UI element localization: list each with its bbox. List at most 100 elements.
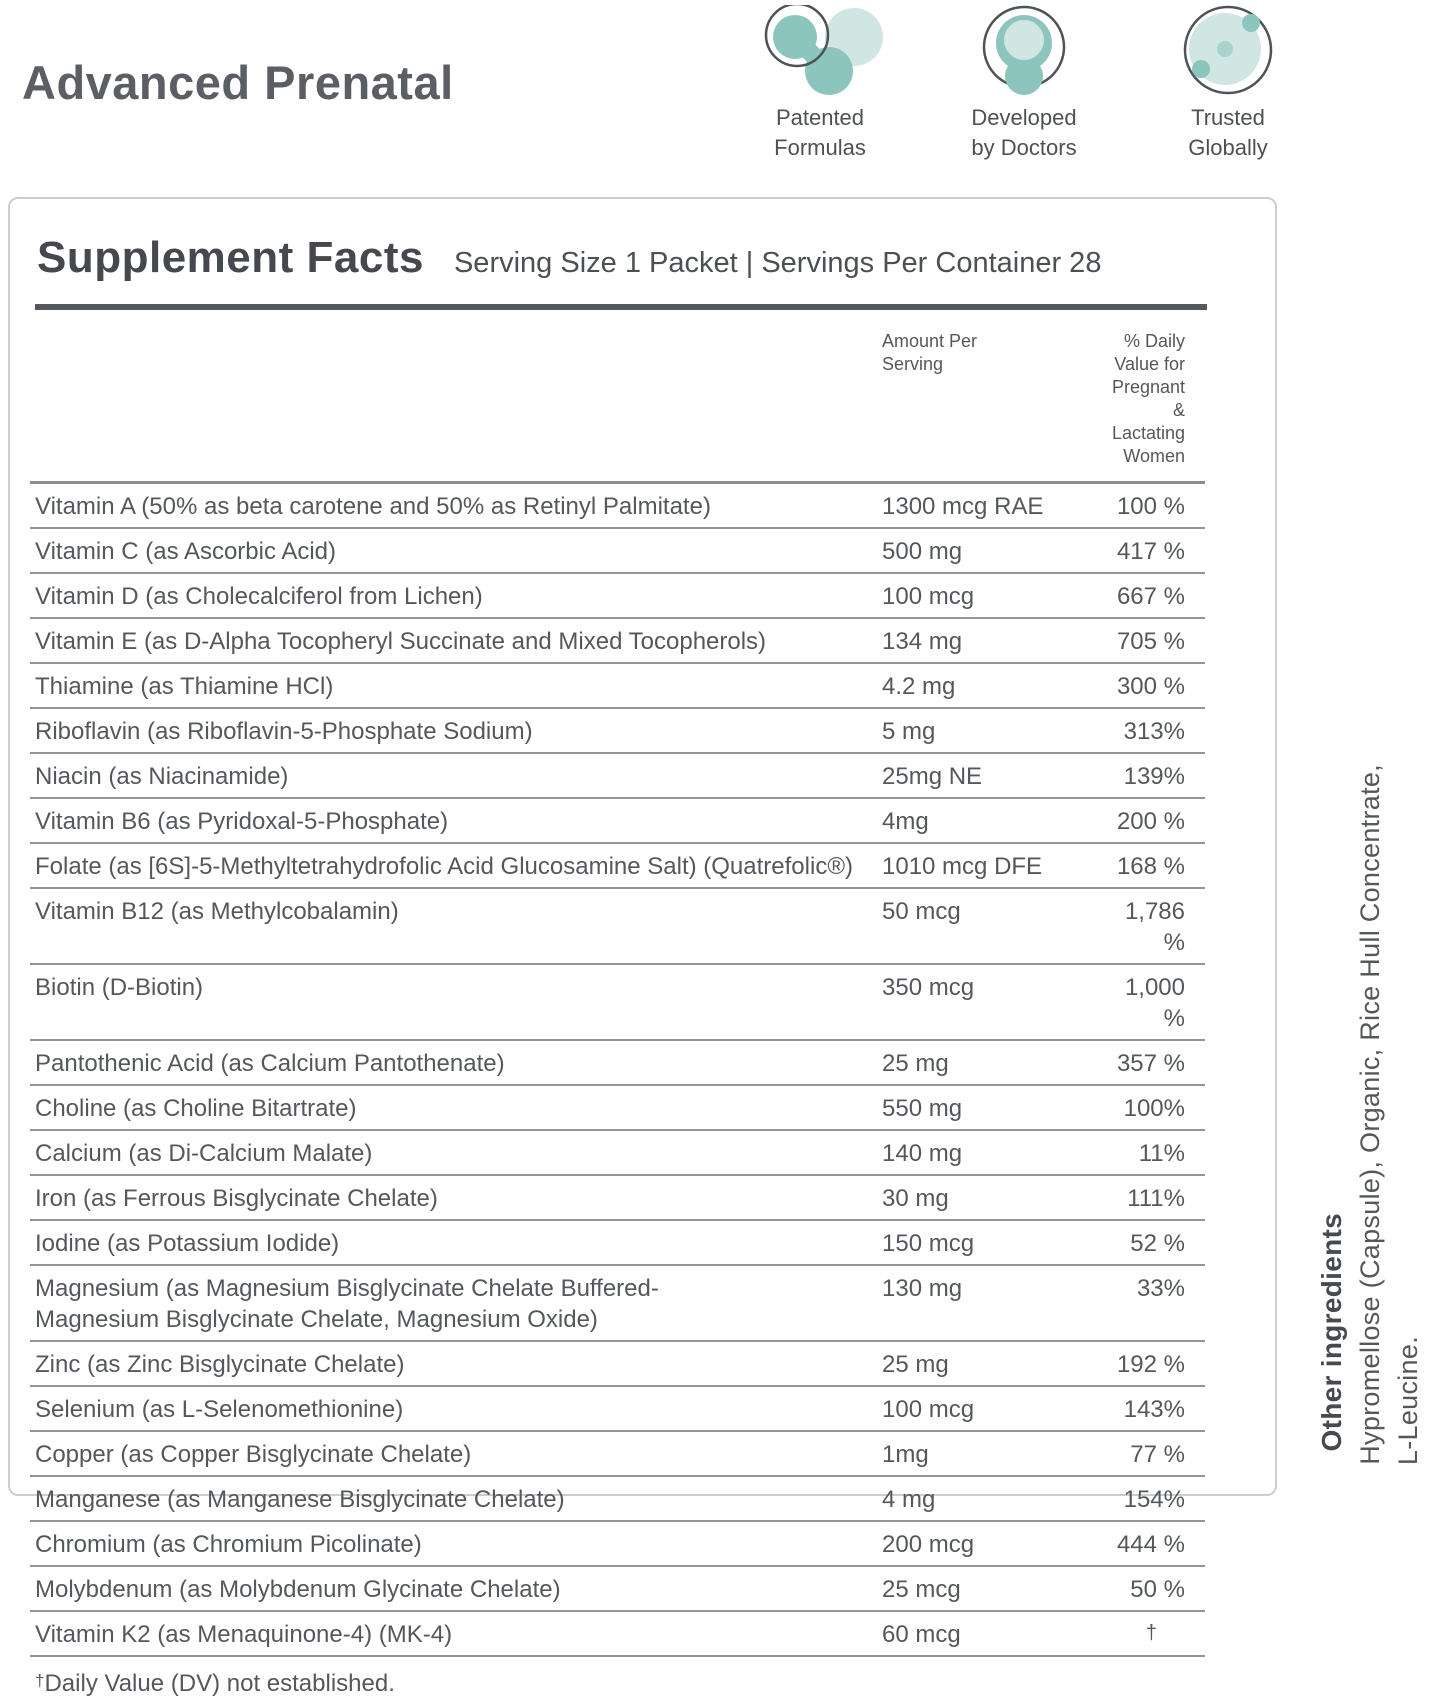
ingredient-name: Vitamin A (50% as beta carotene and 50% … (35, 493, 711, 521)
amount-value: 130 mg (882, 1275, 963, 1303)
table-row: Iodine (as Potassium Iodide) 150 mcg 52 … (30, 1221, 1205, 1267)
table-row: Pantothenic Acid (as Calcium Pantothenat… (30, 1041, 1205, 1087)
amount-value: 1mg (882, 1441, 929, 1469)
daily-value: 192 % (1116, 1351, 1185, 1379)
table-row: Vitamin B12 (as Methylcobalamin) 50 mcg … (30, 889, 1205, 966)
daily-value: 52 % (1130, 1230, 1185, 1258)
table-row: Niacin (as Niacinamide) 25mg NE 139% (30, 754, 1205, 800)
page-title: Advanced Prenatal (22, 56, 454, 109)
panel-title-row: Supplement Facts Serving Size 1 Packet |… (37, 233, 1275, 283)
ingredient-name: Copper (as Copper Bisglycinate Chelate) (35, 1441, 472, 1469)
ingredient-name: Iron (as Ferrous Bisglycinate Chelate) (35, 1185, 438, 1213)
footnote-text: Daily Value (DV) not established. (44, 1670, 395, 1698)
daily-value: 1,786 % (1124, 898, 1185, 957)
daily-value: 357 % (1116, 1050, 1185, 1078)
ingredient-name: Niacin (as Niacinamide) (35, 763, 289, 791)
amount-value: 350 mcg (882, 974, 975, 1002)
daily-value: 200 % (1116, 808, 1185, 836)
amount-value: 50 mcg (882, 898, 961, 926)
ingredient-name: Selenium (as L-Selenomethionine) (35, 1396, 404, 1424)
ingredient-name: Vitamin C (as Ascorbic Acid) (35, 538, 336, 566)
ingredient-name: Zinc (as Zinc Bisglycinate Chelate) (35, 1351, 405, 1379)
daily-value: 168 % (1116, 853, 1185, 881)
serving-info: Serving Size 1 Packet | Servings Per Con… (453, 247, 1102, 279)
column-headers: Amount Per Serving % Daily Value for Pre… (30, 310, 1205, 485)
amount-value: 100 mcg (882, 583, 975, 611)
daily-value: 1,000 % (1124, 974, 1185, 1033)
badge-label: Patented Formulas (774, 105, 866, 160)
table-row: Choline (as Choline Bitartrate) 550 mg 1… (30, 1086, 1205, 1132)
amount-value: 60 mcg (882, 1621, 961, 1649)
facts-table: Amount Per Serving % Daily Value for Pre… (30, 310, 1205, 1658)
amount-value: 4mg (882, 808, 929, 836)
ingredient-name: Biotin (D-Biotin) (35, 974, 204, 1002)
daily-value: 100 % (1116, 493, 1185, 521)
ingredient-name: Calcium (as Di-Calcium Malate) (35, 1140, 373, 1168)
table-row: Biotin (D-Biotin) 350 mcg 1,000 % (30, 965, 1205, 1042)
table-row: Calcium (as Di-Calcium Malate) 140 mg 11… (30, 1131, 1205, 1177)
ingredient-name: Thiamine (as Thiamine HCl) (35, 673, 334, 701)
ingredient-name: Folate (as [6S]-5-Methyltetrahydrofolic … (35, 853, 853, 881)
other-ingredients-line2: L-Leucine. (1393, 1335, 1423, 1465)
table-row: Molybdenum (as Molybdenum Glycinate Chel… (30, 1567, 1205, 1613)
facts-table-body: Vitamin A (50% as beta carotene and 50% … (30, 484, 1205, 1658)
table-row: Chromium (as Chromium Picolinate) 200 mc… (30, 1522, 1205, 1568)
other-ingredients-heading: Other ingredients (1316, 1212, 1347, 1451)
amount-value: 1300 mcg RAE (882, 493, 1044, 521)
ingredient-name: Pantothenic Acid (as Calcium Pantothenat… (35, 1050, 505, 1078)
table-row: Thiamine (as Thiamine HCl) 4.2 mg 300 % (30, 664, 1205, 710)
amount-value: 150 mcg (882, 1230, 975, 1258)
globe-icon (1168, 5, 1288, 97)
daily-value: 444 % (1116, 1531, 1185, 1559)
ingredient-name: Vitamin B6 (as Pyridoxal-5-Phosphate) (35, 808, 449, 836)
ingredient-name: Choline (as Choline Bitartrate) (35, 1095, 357, 1123)
daily-value: 705 % (1116, 628, 1185, 656)
ingredient-name: Vitamin K2 (as Menaquinone-4) (MK-4) (35, 1621, 453, 1649)
daily-value: 11% (1138, 1140, 1185, 1168)
title-divider (35, 304, 1207, 310)
amount-value: 30 mg (882, 1185, 949, 1213)
amount-value: 200 mcg (882, 1531, 975, 1559)
daily-value: 417 % (1116, 538, 1185, 566)
amount-column-header: Amount Per Serving (882, 331, 978, 375)
daily-value: 111% (1127, 1185, 1185, 1213)
badge-developed-by-doctors: Developed by Doctors (939, 5, 1109, 162)
daily-value: 77 % (1130, 1441, 1185, 1469)
supplement-facts-panel: Supplement Facts Serving Size 1 Packet |… (8, 197, 1277, 1697)
dagger-symbol: † (35, 1671, 45, 1691)
table-row: Vitamin E (as D-Alpha Tocopheryl Succina… (30, 619, 1205, 665)
daily-value: 50 % (1130, 1576, 1185, 1604)
amount-value: 25 mg (882, 1351, 949, 1379)
daily-value: 313% (1123, 718, 1185, 746)
table-row: Vitamin K2 (as Menaquinone-4) (MK-4) 60 … (30, 1612, 1205, 1658)
ingredient-name: Vitamin E (as D-Alpha Tocopheryl Succina… (35, 628, 767, 656)
table-row: Vitamin C (as Ascorbic Acid) 500 mg 417 … (30, 529, 1205, 575)
daily-value: 33% (1136, 1275, 1185, 1303)
daily-value: 100% (1123, 1095, 1185, 1123)
table-row: Vitamin A (50% as beta carotene and 50% … (30, 484, 1205, 530)
amount-value: 550 mg (882, 1095, 963, 1123)
table-row: Magnesium (as Magnesium Bisglycinate Che… (30, 1266, 1205, 1343)
daily-value: 143% (1123, 1396, 1185, 1424)
daily-value: 667 % (1116, 583, 1185, 611)
other-ingredients-line1: Hypromellose (Capsule), Organic, Rice Hu… (1355, 764, 1385, 1465)
table-row: Riboflavin (as Riboflavin-5-Phosphate So… (30, 709, 1205, 755)
amount-value: 1010 mcg DFE (882, 853, 1043, 881)
badge-label: Trusted Globally (1188, 105, 1268, 160)
amount-value: 134 mg (882, 628, 963, 656)
ingredient-name: Molybdenum (as Molybdenum Glycinate Chel… (35, 1576, 561, 1604)
amount-value: 25 mg (882, 1050, 949, 1078)
ingredient-name: Magnesium (as Magnesium Bisglycinate Che… (35, 1275, 659, 1334)
footnote: †Daily Value (DV) not established. (35, 1670, 1275, 1698)
daily-value: † (1145, 1622, 1157, 1645)
table-row: Zinc (as Zinc Bisglycinate Chelate) 25 m… (30, 1342, 1205, 1388)
daily-value: 139% (1123, 763, 1185, 791)
amount-value: 500 mg (882, 538, 963, 566)
badge-row: Patented Formulas Developed by Doctors (735, 5, 1313, 162)
table-row: Vitamin D (as Cholecalciferol from Liche… (30, 574, 1205, 620)
amount-value: 25 mcg (882, 1576, 961, 1604)
badge-patented-formulas: Patented Formulas (735, 5, 905, 162)
amount-value: 100 mcg (882, 1396, 975, 1424)
ingredient-name: Iodine (as Potassium Iodide) (35, 1230, 340, 1258)
ingredient-name: Riboflavin (as Riboflavin-5-Phosphate So… (35, 718, 533, 746)
